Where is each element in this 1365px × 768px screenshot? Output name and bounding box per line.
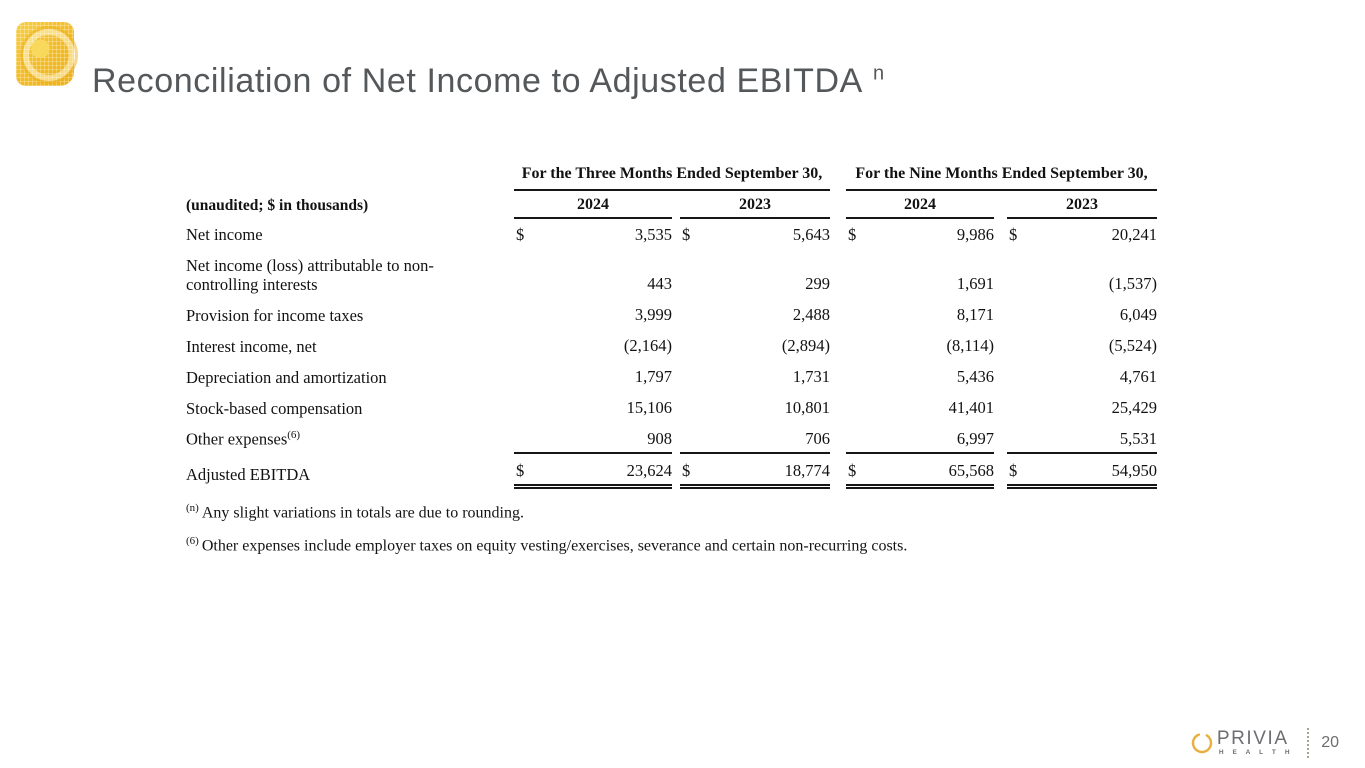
row-label: Depreciation and amortization bbox=[186, 367, 387, 387]
cell-value: (1,537) bbox=[1108, 274, 1157, 294]
privia-logo: PRIVIA H E A L T H bbox=[1190, 729, 1293, 757]
cell-value: 8,171 bbox=[956, 305, 994, 325]
cell-value: 18,774 bbox=[784, 461, 830, 481]
table-row: Net income $3,535 $5,643 $9,986 $20,241 bbox=[186, 219, 1161, 250]
cell-value: 706 bbox=[805, 429, 830, 449]
footnote-marker: (n) bbox=[186, 502, 199, 515]
cell-value: 10,801 bbox=[784, 398, 830, 418]
currency-symbol: $ bbox=[848, 224, 857, 244]
footnote-text: Other expenses include employer taxes on… bbox=[201, 537, 908, 555]
year-header: 2023 bbox=[680, 191, 830, 219]
slide-footer: PRIVIA H E A L T H 20 bbox=[1190, 728, 1339, 758]
page-title: Reconciliation of Net Income to Adjusted… bbox=[92, 61, 884, 102]
cell-value: 3,999 bbox=[634, 305, 672, 325]
year-header-row: (unaudited; $ in thousands) 2024 2023 20… bbox=[186, 191, 1161, 219]
year-header: 2024 bbox=[846, 191, 994, 219]
dotted-divider bbox=[1307, 728, 1310, 758]
cell-value: 1,731 bbox=[792, 367, 830, 387]
table-row: Stock-based compensation 15,106 10,801 4… bbox=[186, 392, 1161, 423]
group-header-three-months: For the Three Months Ended September 30, bbox=[514, 164, 830, 191]
currency-symbol: $ bbox=[682, 224, 691, 244]
row-label: Interest income, net bbox=[186, 336, 317, 356]
privia-circle-icon bbox=[1191, 732, 1213, 754]
footnote-text: Any slight variations in totals are due … bbox=[201, 504, 524, 522]
group-header-nine-months: For the Nine Months Ended September 30, bbox=[846, 164, 1157, 191]
cell-value: 3,535 bbox=[634, 224, 672, 244]
brand-sun-icon bbox=[16, 22, 75, 86]
currency-symbol: $ bbox=[682, 461, 691, 481]
row-label: Stock-based compensation bbox=[186, 398, 363, 418]
currency-symbol: $ bbox=[1009, 224, 1018, 244]
logo-subtext: H E A L T H bbox=[1218, 749, 1294, 757]
footnote-marker: (6) bbox=[186, 534, 199, 547]
cell-value: (5,524) bbox=[1108, 336, 1157, 356]
cell-value: 6,997 bbox=[956, 429, 994, 449]
currency-symbol: $ bbox=[848, 461, 857, 481]
cell-value: 2,488 bbox=[792, 305, 830, 325]
table-row: Provision for income taxes 3,999 2,488 8… bbox=[186, 299, 1161, 330]
row-label: Net income bbox=[186, 225, 263, 245]
cell-value: 20,241 bbox=[1111, 224, 1157, 244]
table-row: Other expenses(6) 908 706 6,997 5,531 bbox=[186, 423, 1161, 455]
cell-value: 54,950 bbox=[1111, 461, 1157, 481]
cell-value: 5,531 bbox=[1119, 429, 1157, 449]
cell-value: (2,164) bbox=[623, 336, 672, 356]
cell-value: (8,114) bbox=[946, 336, 994, 356]
footnotes: (n) Any slight variations in totals are d… bbox=[186, 502, 1161, 556]
cell-value: 23,624 bbox=[626, 461, 672, 481]
currency-symbol: $ bbox=[516, 224, 525, 244]
footnote: (n) Any slight variations in totals are d… bbox=[186, 502, 1161, 523]
row-label: Provision for income taxes bbox=[186, 305, 364, 325]
cell-value: 25,429 bbox=[1111, 398, 1157, 418]
cell-value: 65,568 bbox=[948, 461, 994, 481]
currency-symbol: $ bbox=[1009, 461, 1018, 481]
cell-value: 1,797 bbox=[634, 367, 672, 387]
currency-symbol: $ bbox=[516, 461, 525, 481]
row-label: Other expenses(6) bbox=[186, 429, 301, 449]
sun-ring-shape bbox=[23, 29, 75, 81]
cell-value: 41,401 bbox=[948, 398, 994, 418]
cell-value: 443 bbox=[647, 274, 672, 294]
year-header: 2024 bbox=[514, 191, 672, 219]
year-header: 2023 bbox=[1007, 191, 1157, 219]
cell-value: 9,986 bbox=[956, 224, 994, 244]
cell-value: 1,691 bbox=[956, 274, 994, 294]
cell-value: (2,894) bbox=[781, 336, 830, 356]
row-label: Net income (loss) attributable to non-co… bbox=[186, 255, 434, 294]
title-superscript: n bbox=[872, 62, 885, 85]
cell-value: 5,436 bbox=[956, 367, 994, 387]
footnote: (6) Other expenses include employer taxes… bbox=[186, 535, 1161, 556]
reconciliation-table: For the Three Months Ended September 30,… bbox=[186, 164, 1161, 567]
cell-value: 15,106 bbox=[626, 398, 672, 418]
total-row: Adjusted EBITDA $23,624 $18,774 $65,568 … bbox=[186, 454, 1161, 490]
footnote-ref: (6) bbox=[287, 429, 301, 442]
cell-value: 299 bbox=[805, 274, 830, 294]
cell-value: 5,643 bbox=[792, 224, 830, 244]
cell-value: 908 bbox=[647, 429, 672, 449]
cell-value: 6,049 bbox=[1119, 305, 1157, 325]
logo-wordmark: PRIVIA bbox=[1216, 728, 1289, 750]
page-number: 20 bbox=[1321, 734, 1339, 751]
cell-value: 4,761 bbox=[1119, 367, 1157, 387]
table-caption: (unaudited; $ in thousands) bbox=[186, 196, 369, 214]
row-label: Adjusted EBITDA bbox=[186, 464, 311, 484]
page-title-text: Reconciliation of Net Income to Adjusted… bbox=[92, 61, 863, 100]
group-header-row: For the Three Months Ended September 30,… bbox=[186, 164, 1161, 191]
table-row: Depreciation and amortization 1,797 1,73… bbox=[186, 361, 1161, 392]
table-row: Net income (loss) attributable to non-co… bbox=[186, 250, 1161, 300]
table-row: Interest income, net (2,164) (2,894) (8,… bbox=[186, 330, 1161, 361]
